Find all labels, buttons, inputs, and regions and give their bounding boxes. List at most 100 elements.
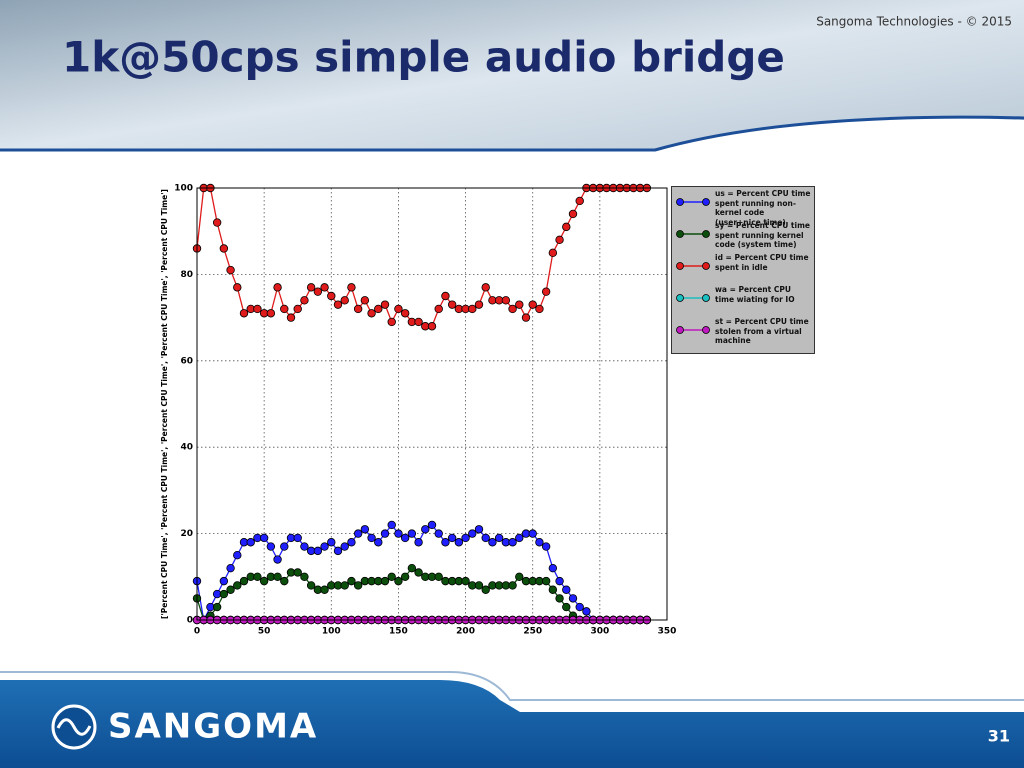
legend-marker bbox=[676, 326, 684, 334]
y-tick-label: 100 bbox=[174, 184, 193, 194]
data-point bbox=[367, 309, 376, 318]
data-point bbox=[575, 602, 584, 612]
data-point bbox=[273, 555, 282, 564]
data-point bbox=[468, 304, 477, 314]
data-point bbox=[259, 533, 269, 543]
data-point bbox=[394, 304, 403, 314]
data-point bbox=[394, 529, 403, 538]
data-point bbox=[481, 585, 490, 594]
data-point bbox=[347, 538, 356, 547]
data-point bbox=[253, 304, 262, 314]
data-point bbox=[327, 538, 336, 547]
data-point bbox=[374, 538, 383, 547]
data-point bbox=[515, 572, 524, 581]
legend-marker bbox=[702, 294, 710, 302]
data-point bbox=[400, 572, 410, 581]
data-point bbox=[454, 538, 464, 547]
data-point bbox=[394, 576, 403, 586]
data-point bbox=[286, 313, 296, 322]
data-point bbox=[219, 244, 229, 253]
legend-swatch bbox=[676, 230, 710, 238]
data-point bbox=[233, 551, 242, 560]
data-point bbox=[562, 585, 571, 594]
footer-band bbox=[0, 680, 1024, 768]
legend-label: st = Percent CPU time stolen from a virt… bbox=[715, 317, 809, 345]
data-point bbox=[548, 585, 558, 594]
data-point bbox=[380, 576, 390, 586]
data-point bbox=[226, 585, 235, 594]
data-point bbox=[494, 533, 504, 543]
data-point bbox=[340, 296, 349, 305]
data-point bbox=[474, 525, 484, 534]
data-point bbox=[233, 283, 242, 292]
data-point bbox=[521, 313, 531, 322]
data-point bbox=[407, 529, 417, 538]
data-point bbox=[535, 538, 544, 547]
data-point bbox=[226, 265, 235, 275]
x-tick-label: 300 bbox=[590, 627, 609, 637]
data-point bbox=[555, 235, 564, 245]
data-point bbox=[219, 589, 229, 599]
data-point bbox=[541, 542, 551, 551]
data-point bbox=[353, 529, 363, 538]
data-point bbox=[246, 538, 255, 547]
y-tick-label: 0 bbox=[187, 616, 193, 626]
legend-swatch bbox=[676, 294, 710, 302]
data-point bbox=[374, 304, 383, 314]
data-point bbox=[441, 291, 450, 301]
data-point bbox=[555, 594, 564, 603]
legend-label: sy = Percent CPU time spent running kern… bbox=[715, 221, 810, 249]
data-point bbox=[421, 525, 430, 534]
data-point bbox=[387, 520, 396, 530]
legend-label: wa = Percent CPU time wiating for IO bbox=[715, 285, 795, 304]
data-point bbox=[333, 546, 343, 556]
data-point bbox=[508, 581, 517, 590]
legend-entry: wa = Percent CPU time wiating for IO bbox=[675, 285, 811, 317]
x-tick-label: 350 bbox=[658, 627, 677, 637]
data-point bbox=[414, 568, 423, 577]
data-point bbox=[474, 300, 484, 309]
legend-marker bbox=[676, 262, 684, 270]
data-point bbox=[474, 581, 484, 590]
data-point bbox=[400, 309, 410, 318]
data-point bbox=[360, 296, 370, 305]
legend-marker bbox=[676, 294, 684, 302]
data-point bbox=[508, 304, 517, 314]
data-point bbox=[575, 196, 584, 206]
data-point bbox=[535, 304, 544, 314]
data-point bbox=[313, 546, 323, 556]
data-point bbox=[414, 538, 423, 547]
data-point bbox=[562, 222, 571, 232]
data-point bbox=[488, 538, 497, 547]
legend-marker bbox=[676, 198, 684, 206]
data-point bbox=[461, 533, 470, 543]
data-point bbox=[306, 581, 316, 590]
data-point bbox=[400, 533, 410, 543]
x-tick-label: 200 bbox=[456, 627, 475, 637]
data-point bbox=[239, 309, 249, 318]
data-point bbox=[340, 581, 349, 590]
data-point bbox=[239, 576, 249, 586]
legend-marker bbox=[702, 198, 710, 206]
data-point bbox=[407, 563, 417, 573]
header-band bbox=[0, 0, 1024, 150]
x-tick-label: 100 bbox=[322, 627, 341, 637]
data-point bbox=[340, 542, 349, 551]
data-point bbox=[280, 542, 289, 551]
data-point bbox=[266, 309, 276, 318]
data-point bbox=[481, 533, 490, 543]
data-point bbox=[481, 283, 490, 292]
data-point bbox=[414, 317, 423, 327]
legend-marker bbox=[702, 230, 710, 238]
data-point bbox=[562, 602, 571, 612]
data-point bbox=[582, 607, 591, 616]
legend-marker bbox=[702, 262, 710, 270]
data-point bbox=[434, 304, 443, 314]
y-tick-label: 80 bbox=[180, 270, 193, 280]
data-point bbox=[367, 533, 376, 543]
data-point bbox=[333, 300, 343, 309]
footer-swoosh bbox=[0, 671, 1024, 701]
data-point bbox=[327, 291, 336, 301]
